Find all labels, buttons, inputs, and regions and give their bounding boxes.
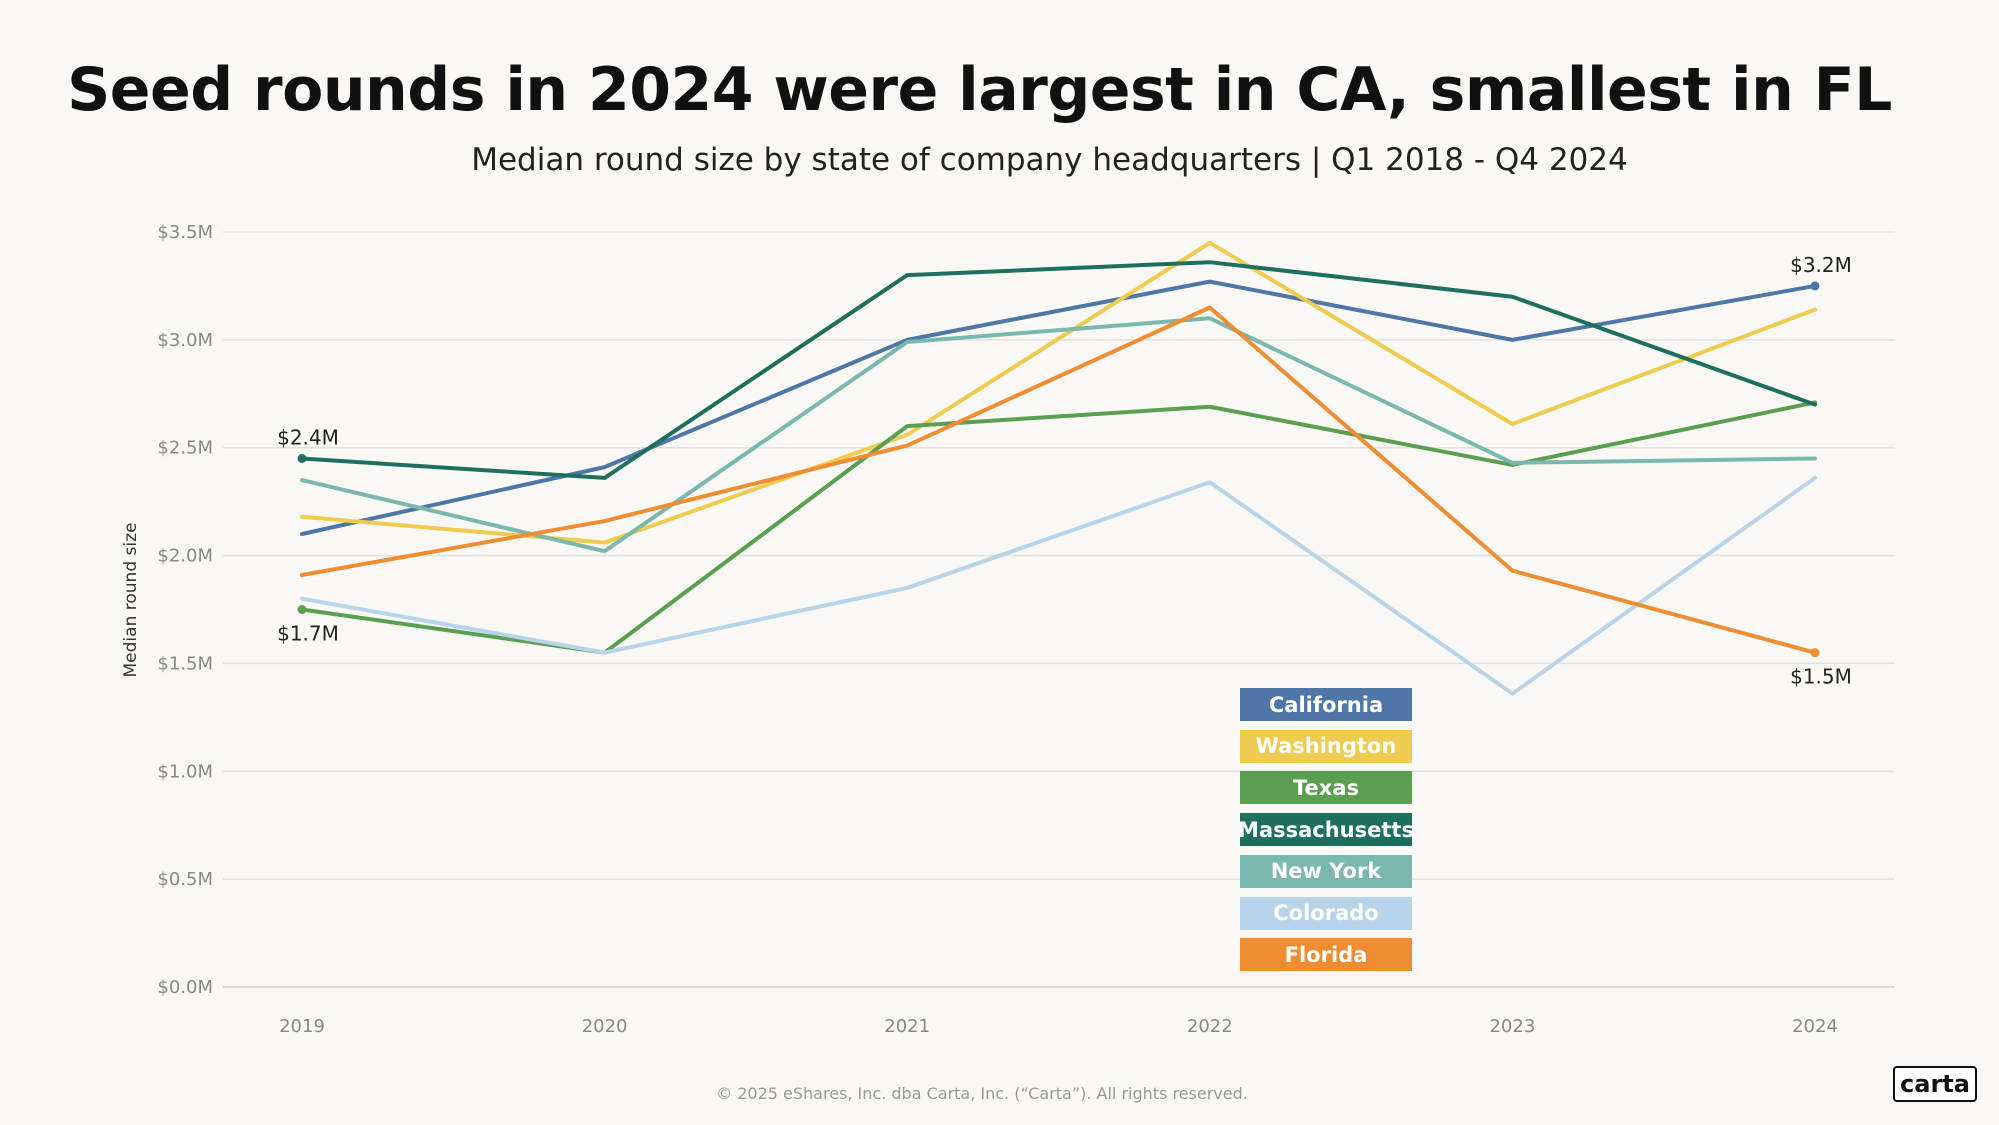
chart-title: Seed rounds in 2024 were largest in CA, …: [67, 55, 1892, 125]
legend-item-california: California: [1240, 688, 1412, 721]
legend-item-massachusetts: Massachusetts: [1238, 813, 1414, 847]
y-tick-label: $1.5M: [157, 653, 213, 674]
series-line-washington: [300, 240, 1817, 545]
y-tick-label: $0.0M: [157, 977, 213, 998]
series-line-colorado: [300, 475, 1817, 696]
x-tick-label: 2023: [1489, 1016, 1535, 1037]
endpoint-marker: [1810, 648, 1820, 658]
endpoint-marker: [297, 454, 307, 463]
series-line-new-york: [300, 316, 1817, 554]
annotations: $2.4M $1.7M $3.2M $1.5M: [277, 253, 1852, 689]
y-tick-label: $3.5M: [157, 222, 213, 243]
series-line-florida: [300, 305, 1817, 655]
copyright-footer: © 2025 eShares, Inc. dba Carta, Inc. (“C…: [716, 1084, 1248, 1103]
series-line-massachusetts: [300, 260, 1817, 480]
legend-item-new-york: New York: [1240, 854, 1412, 888]
data-label: $3.2M: [1790, 253, 1852, 277]
data-label: $1.5M: [1790, 665, 1852, 689]
series-line-texas: [300, 400, 1817, 655]
carta-logo: carta: [1893, 1066, 1977, 1102]
endpoint-marker: [297, 605, 307, 614]
y-tick-label: $2.0M: [157, 546, 213, 567]
legend-item-washington: Washington: [1240, 729, 1412, 763]
x-tick-label: 2022: [1187, 1016, 1233, 1037]
legend-item-florida: Florida: [1240, 938, 1412, 972]
series-lines: [300, 240, 1817, 696]
y-tick-label: $0.5M: [157, 869, 213, 890]
chart-subtitle: Median round size by state of company he…: [471, 142, 1628, 178]
x-tick-label: 2020: [582, 1016, 628, 1037]
series-line-california: [300, 279, 1817, 536]
legend-item-texas: Texas: [1240, 771, 1412, 805]
y-axis-label: Median round size: [121, 523, 141, 678]
legend-item-colorado: Colorado: [1240, 896, 1412, 930]
y-axis-ticks: $0.0M $0.5M $1.0M $1.5M $2.0M $2.5M $3.0M $3.5M: [157, 222, 213, 998]
y-tick-label: $1.0M: [157, 761, 213, 782]
data-label: $1.7M: [277, 622, 339, 646]
x-tick-label: 2021: [884, 1016, 930, 1037]
y-tick-label: $3.0M: [157, 330, 213, 351]
y-tick-label: $2.5M: [157, 438, 213, 459]
x-axis-ticks: 2019 2020 2021 2022 2023 2024: [279, 1016, 1838, 1037]
endpoint-marker: [1810, 281, 1820, 291]
x-tick-label: 2024: [1792, 1016, 1838, 1037]
data-label: $2.4M: [277, 426, 339, 450]
x-tick-label: 2019: [279, 1016, 325, 1037]
